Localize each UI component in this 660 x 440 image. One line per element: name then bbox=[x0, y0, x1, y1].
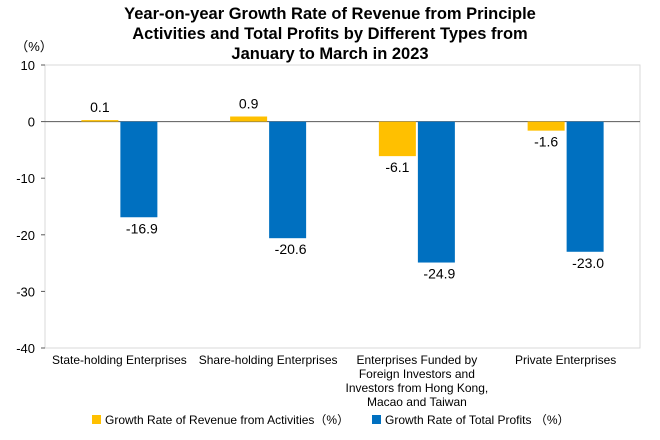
bar-profits bbox=[269, 121, 307, 239]
y-axis-unit-label: （%） bbox=[15, 39, 53, 54]
data-label-profits: -16.9 bbox=[126, 220, 158, 236]
y-tick-label: -30 bbox=[16, 284, 35, 299]
data-label-revenue: -6.1 bbox=[385, 159, 409, 175]
legend-item-revenue: Growth Rate of Revenue from Activities（%… bbox=[92, 411, 349, 428]
chart-title: Year-on-year Growth Rate of Revenue from… bbox=[70, 4, 590, 64]
data-label-profits: -20.6 bbox=[275, 241, 307, 257]
data-label-profits: -24.9 bbox=[423, 266, 455, 282]
legend-swatch-profits bbox=[372, 415, 381, 424]
data-label-revenue: 0.9 bbox=[239, 96, 259, 112]
x-category-label: Share-holding Enterprises bbox=[199, 353, 338, 367]
bar-profits bbox=[566, 121, 604, 252]
y-tick-label: 10 bbox=[21, 58, 35, 73]
x-category-label: Private Enterprises bbox=[515, 353, 616, 367]
y-tick-label: 0 bbox=[28, 115, 35, 130]
y-tick-label: -20 bbox=[16, 228, 35, 243]
y-tick-label: -40 bbox=[16, 341, 35, 356]
y-tick-label: -10 bbox=[16, 171, 35, 186]
bar-profits bbox=[417, 121, 455, 263]
data-label-revenue: 0.1 bbox=[90, 99, 110, 115]
x-category-label: Enterprises Funded by bbox=[357, 353, 478, 367]
chart-title-line-1: Year-on-year Growth Rate of Revenue from… bbox=[124, 5, 536, 23]
bar-profits bbox=[120, 121, 158, 218]
legend-label-revenue: Growth Rate of Revenue from Activities（%… bbox=[105, 413, 350, 427]
data-label-profits: -23.0 bbox=[572, 255, 604, 271]
x-category-label: Investors from Hong Kong, bbox=[346, 381, 489, 395]
x-category-label: Foreign Investors and bbox=[359, 367, 475, 381]
legend-swatch-revenue bbox=[92, 415, 101, 424]
bar-revenue bbox=[527, 121, 565, 131]
bar-revenue bbox=[230, 116, 268, 122]
legend-label-profits: Growth Rate of Total Profits （%） bbox=[385, 413, 570, 427]
legend-item-profits: Growth Rate of Total Profits （%） bbox=[372, 411, 570, 428]
legend: Growth Rate of Revenue from Activities（%… bbox=[0, 411, 660, 431]
x-category-label: State-holding Enterprises bbox=[52, 353, 187, 367]
chart-title-line-3: January to March in 2023 bbox=[231, 45, 429, 63]
x-category-label: Macao and Taiwan bbox=[367, 395, 467, 409]
data-label-revenue: -1.6 bbox=[534, 134, 558, 150]
chart-title-line-2: Activities and Total Profits by Differen… bbox=[132, 25, 528, 43]
bar-revenue bbox=[81, 120, 119, 122]
plot-area-border bbox=[44, 64, 641, 349]
bar-revenue bbox=[378, 121, 416, 157]
